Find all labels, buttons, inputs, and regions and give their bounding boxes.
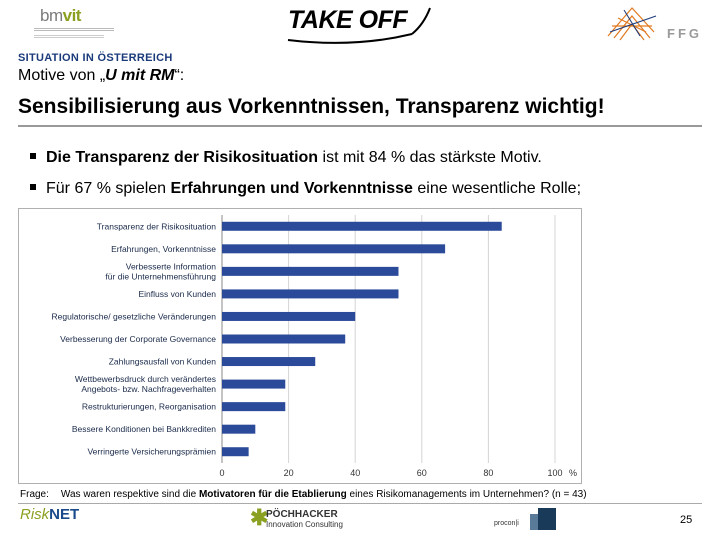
category-label: Einfluss von Kunden — [139, 289, 217, 299]
bar — [222, 334, 346, 344]
category-label: Bessere Konditionen bei Bankkrediten — [72, 424, 216, 434]
header: bmvit TAKE OFF FFG — [0, 0, 720, 50]
category-label: Restrukturierungen, Reorganisation — [82, 402, 216, 412]
bar — [222, 379, 286, 389]
ffg-text: FFG — [667, 26, 702, 41]
procon-logo: procon|i — [494, 508, 556, 534]
x-tick-label: 80 — [483, 468, 493, 478]
x-tick-label: 0 — [219, 468, 224, 478]
ffg-mark-icon — [607, 7, 657, 41]
takeoff-swoosh-icon — [287, 7, 431, 44]
motive-suffix: “: — [174, 67, 185, 84]
x-tick-label: 20 — [284, 468, 294, 478]
page-title: Sensibilisierung aus Vorkenntnissen, Tra… — [18, 95, 605, 118]
risknet-risk: Risk — [20, 506, 50, 523]
bar — [222, 311, 356, 321]
category-label: Erfahrungen, Vorkenntnisse — [111, 244, 216, 254]
category-label: Wettbewerbsdruck durch verändertes — [75, 374, 216, 384]
bullet-square-icon — [30, 183, 36, 190]
x-tick-label: 100 — [547, 468, 562, 478]
category-label: Verbesserte Information — [126, 261, 217, 271]
poechhacker-sub: Innovation Consulting — [266, 520, 343, 529]
x-tick-label: 40 — [350, 468, 360, 478]
bar — [222, 357, 316, 367]
bmvit-logo: bmvit — [18, 6, 128, 48]
takeoff-logo: TAKE OFF — [288, 6, 408, 34]
x-tick-label: 60 — [417, 468, 427, 478]
bmvit-accent: vit — [62, 6, 82, 25]
bar — [222, 266, 399, 276]
section-label: SITUATION IN ÖSTERREICH — [18, 52, 173, 64]
bar — [222, 402, 286, 412]
bar — [222, 244, 446, 254]
question-footnote: Frage: Was waren respektive sind die Moti… — [20, 489, 587, 500]
footer-divider — [18, 503, 702, 504]
motive-prefix: Motive von „ — [18, 67, 106, 84]
risknet-net: NET — [49, 506, 80, 523]
bullet-2-bold: Erfahrungen und Vorkenntnisse — [170, 180, 413, 197]
bullet-square-icon — [30, 152, 36, 159]
chart-frame: Transparenz der Risikosituation Erfahrung… — [18, 208, 582, 484]
asterisk-icon: ✱ — [250, 505, 269, 530]
poechhacker-name: PÖCHHACKER — [266, 509, 338, 520]
risknet-logo: RiskNET — [20, 506, 79, 523]
category-label: Verringerte Versicherungsprämien — [87, 447, 216, 457]
bullet-1-rest: ist mit 84 % das stärkste Motiv. — [318, 149, 542, 166]
procon-name: procon|i — [494, 520, 519, 527]
bullet-2-rest: eine wesentliche Rolle; — [412, 180, 582, 197]
motive-italic: U mit RM — [105, 67, 175, 84]
bullet-2-pre: Für 67 % spielen — [46, 180, 171, 197]
bullet-2: Für 67 % spielen Erfahrungen und Vorkenn… — [30, 180, 581, 198]
frage-post: eines Risikomanagements im Unternehmen? … — [346, 489, 587, 500]
category-label: für die Unternehmensführung — [105, 271, 216, 281]
frage-label: Frage: — [20, 489, 49, 500]
frage-pre: Was waren respektive sind die — [60, 489, 199, 500]
category-label: Regulatorische/ gesetzliche Veränderunge… — [52, 311, 217, 321]
category-label: Angebots- bzw. Nachfrageverhalten — [81, 384, 216, 394]
bar — [222, 289, 399, 299]
x-unit-label: % — [569, 468, 577, 478]
ffg-logo: FFG — [604, 2, 704, 46]
category-label: Transparenz der Risikosituation — [97, 221, 216, 231]
bullet-1: Die Transparenz der Risikosituation ist … — [30, 149, 542, 167]
title-divider — [18, 125, 702, 127]
bar — [222, 447, 249, 457]
category-label: Zahlungsausfall von Kunden — [109, 357, 217, 367]
bmvit-main: bm — [40, 6, 63, 25]
bar-chart: Transparenz der Risikosituation Erfahrung… — [52, 215, 577, 478]
bullet-1-bold: Die Transparenz der Risikosituation — [46, 149, 319, 166]
category-label: Verbesserung der Corporate Governance — [60, 334, 216, 344]
frage-bold: Motivatoren für die Etablierung — [198, 489, 347, 500]
page-number: 25 — [680, 514, 693, 526]
bar — [222, 424, 256, 434]
motive-line: Motive von „U mit RM“: — [18, 67, 184, 85]
bar — [222, 221, 502, 231]
